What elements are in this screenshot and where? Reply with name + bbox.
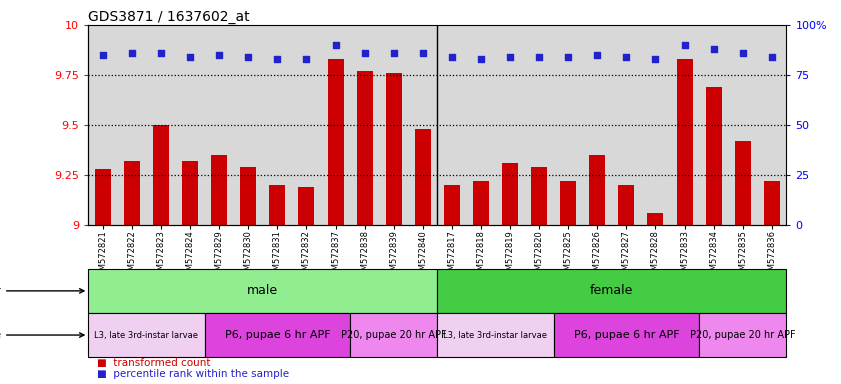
- Bar: [88, 269, 437, 313]
- Point: [765, 54, 779, 60]
- Text: P6, pupae 6 hr APF: P6, pupae 6 hr APF: [574, 330, 680, 340]
- Text: gender: gender: [0, 286, 84, 296]
- Point: [125, 50, 139, 56]
- Bar: [699, 313, 786, 357]
- Bar: [379, 25, 408, 225]
- Bar: [153, 125, 169, 225]
- Bar: [299, 187, 315, 225]
- Point: [648, 56, 662, 62]
- Bar: [437, 25, 467, 225]
- Point: [358, 50, 372, 56]
- Bar: [699, 25, 728, 225]
- Bar: [204, 25, 234, 225]
- Point: [590, 52, 604, 58]
- Bar: [444, 185, 460, 225]
- Bar: [560, 181, 576, 225]
- Point: [154, 50, 167, 56]
- Bar: [234, 25, 262, 225]
- Bar: [670, 25, 699, 225]
- Bar: [321, 25, 350, 225]
- Point: [213, 52, 226, 58]
- Bar: [648, 213, 664, 225]
- Bar: [676, 59, 692, 225]
- Bar: [495, 25, 525, 225]
- Point: [620, 54, 633, 60]
- Point: [678, 42, 691, 48]
- Bar: [553, 25, 583, 225]
- Point: [416, 50, 430, 56]
- Bar: [327, 59, 343, 225]
- Bar: [473, 181, 489, 225]
- Bar: [95, 169, 111, 225]
- Point: [329, 42, 342, 48]
- Bar: [437, 269, 786, 313]
- Text: development stage: development stage: [0, 330, 84, 340]
- Point: [299, 56, 313, 62]
- Text: P6, pupae 6 hr APF: P6, pupae 6 hr APF: [225, 330, 331, 340]
- Bar: [204, 313, 350, 357]
- Text: male: male: [247, 285, 278, 297]
- Bar: [525, 25, 553, 225]
- Point: [707, 46, 721, 52]
- Bar: [408, 25, 437, 225]
- Bar: [88, 25, 118, 225]
- Bar: [583, 25, 611, 225]
- Point: [445, 54, 458, 60]
- Bar: [241, 167, 257, 225]
- Bar: [182, 161, 198, 225]
- Point: [183, 54, 197, 60]
- Bar: [618, 185, 634, 225]
- Bar: [611, 25, 641, 225]
- Point: [271, 56, 284, 62]
- Point: [387, 50, 400, 56]
- Point: [241, 54, 255, 60]
- Bar: [350, 25, 379, 225]
- Bar: [437, 313, 553, 357]
- Bar: [146, 25, 176, 225]
- Bar: [590, 155, 606, 225]
- Point: [503, 54, 516, 60]
- Bar: [757, 25, 786, 225]
- Text: L3, late 3rd-instar larvae: L3, late 3rd-instar larvae: [94, 331, 198, 339]
- Bar: [553, 313, 699, 357]
- Bar: [502, 163, 518, 225]
- Bar: [211, 155, 227, 225]
- Text: P20, pupae 20 hr APF: P20, pupae 20 hr APF: [341, 330, 447, 340]
- Text: ■  transformed count: ■ transformed count: [97, 358, 210, 368]
- Bar: [124, 161, 140, 225]
- Bar: [118, 25, 146, 225]
- Point: [96, 52, 109, 58]
- Bar: [415, 129, 431, 225]
- Text: L3, late 3rd-instar larvae: L3, late 3rd-instar larvae: [443, 331, 547, 339]
- Text: female: female: [590, 285, 633, 297]
- Bar: [357, 71, 373, 225]
- Text: P20, pupae 20 hr APF: P20, pupae 20 hr APF: [690, 330, 796, 340]
- Point: [562, 54, 575, 60]
- Bar: [728, 25, 757, 225]
- Point: [532, 54, 546, 60]
- Bar: [292, 25, 321, 225]
- Bar: [88, 313, 204, 357]
- Bar: [269, 185, 285, 225]
- Bar: [262, 25, 292, 225]
- Bar: [350, 313, 437, 357]
- Bar: [764, 181, 780, 225]
- Bar: [706, 87, 722, 225]
- Point: [736, 50, 749, 56]
- Point: [474, 56, 488, 62]
- Bar: [735, 141, 751, 225]
- Bar: [386, 73, 402, 225]
- Bar: [532, 167, 547, 225]
- Bar: [176, 25, 204, 225]
- Text: ■  percentile rank within the sample: ■ percentile rank within the sample: [97, 369, 288, 379]
- Bar: [467, 25, 495, 225]
- Bar: [641, 25, 670, 225]
- Text: GDS3871 / 1637602_at: GDS3871 / 1637602_at: [88, 10, 250, 24]
